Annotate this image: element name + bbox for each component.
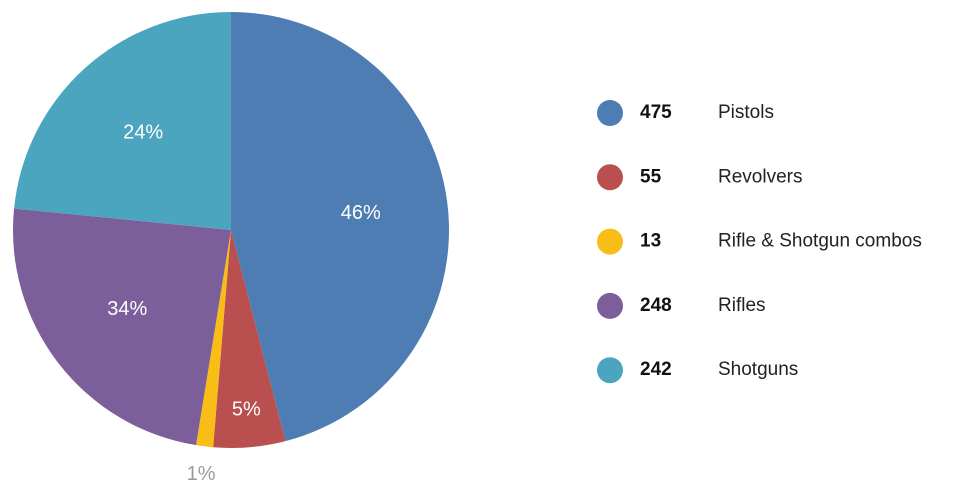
legend-label: Shotguns (718, 359, 798, 380)
slice-label: 34% (107, 298, 147, 320)
legend-value: 475 (640, 102, 672, 123)
legend-label: Rifle & Shotgun combos (718, 231, 922, 252)
legend-swatch (597, 164, 623, 191)
legend-swatch (597, 292, 623, 319)
pie-slice (231, 12, 449, 442)
legend-swatch (597, 357, 623, 384)
legend-label: Rifles (718, 295, 766, 316)
pie-slice (14, 12, 231, 230)
legend-value: 55 (640, 166, 662, 187)
slice-label: 1% (187, 463, 216, 485)
legend-value: 248 (640, 295, 672, 316)
slice-label: 46% (341, 202, 381, 224)
slice-label: 5% (232, 399, 261, 421)
legend-value: 13 (640, 231, 661, 252)
slice-label: 24% (123, 121, 163, 143)
legend-swatch (597, 228, 623, 255)
pie-slice (213, 230, 286, 448)
legend-value: 242 (640, 359, 672, 380)
pie-slice (13, 208, 231, 446)
pie-slice (196, 230, 231, 448)
legend-label: Pistols (718, 102, 774, 123)
legend-swatch (597, 100, 623, 126)
legend-label: Revolvers (718, 166, 802, 187)
